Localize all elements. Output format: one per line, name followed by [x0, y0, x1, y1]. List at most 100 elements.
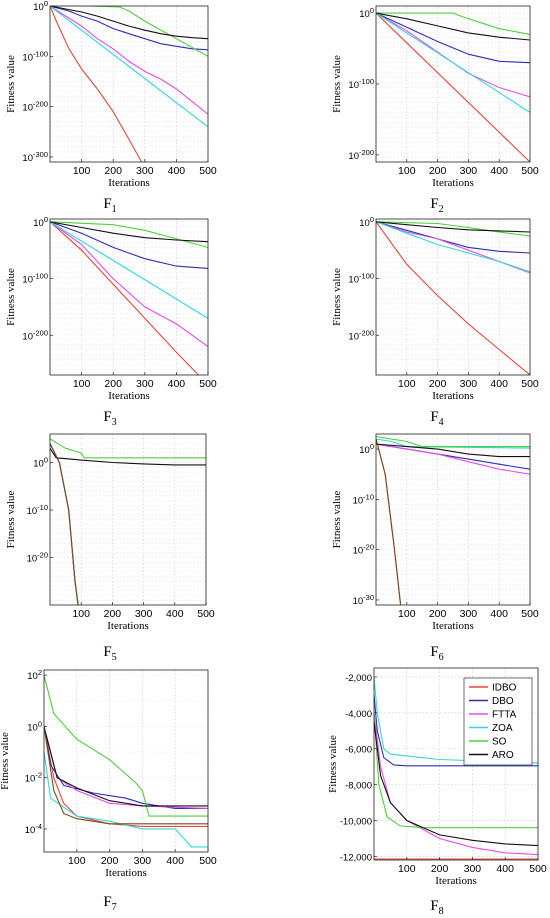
x-tick-label: 400	[490, 165, 508, 177]
axes-box	[49, 5, 209, 163]
series-line	[376, 221, 530, 237]
y-axis-label: Fitness value	[331, 268, 343, 326]
x-tick-label: 200	[429, 378, 447, 390]
y-tick-label: 100	[27, 719, 42, 733]
panel-caption: F2	[430, 196, 443, 215]
y-tick-label: -12,000	[340, 852, 372, 863]
panel-caption: F8	[430, 898, 443, 917]
x-tick-label: 100	[398, 165, 416, 177]
x-tick-label: 400	[168, 165, 186, 177]
series-line	[376, 221, 530, 233]
chart-F7: 100 200 300 400 500 102 100 10-2 10-4 Iterations F…	[0, 668, 217, 913]
x-tick-label: 300	[464, 863, 482, 875]
series-line	[50, 221, 208, 248]
series-line	[376, 12, 530, 162]
axes-box	[43, 669, 209, 853]
y-tick-label: 10-100	[22, 49, 48, 63]
legend-label: ZOA	[492, 723, 513, 734]
x-tick-label: 300	[135, 608, 153, 620]
y-tick-label: 10-2	[25, 771, 42, 785]
x-tick-label: 300	[136, 378, 154, 390]
y-tick-label: 10-200	[22, 100, 48, 114]
y-tick-label: 10-200	[348, 328, 374, 342]
x-tick-label: 400	[490, 608, 508, 620]
x-tick-label: 200	[101, 855, 119, 867]
x-tick-label: 200	[429, 608, 447, 620]
x-axis-label: Iterations	[432, 177, 474, 189]
y-tick-label: -4,000	[345, 709, 372, 720]
panel-caption: F1	[103, 196, 116, 215]
series-line-dbo	[374, 694, 538, 767]
y-axis-label: Fitness value	[5, 268, 17, 326]
chart-F5: 100 200 300 400 500 100 10-10 10-20 Iterations Fi…	[5, 433, 215, 663]
panel-caption: F6	[430, 644, 443, 663]
series-line	[376, 12, 530, 113]
y-tick-label: 10-200	[348, 148, 374, 162]
y-tick-label: 100	[33, 215, 48, 229]
x-tick-label: 400	[166, 855, 184, 867]
y-tick-label: 100	[359, 6, 374, 20]
y-tick-label: -2,000	[345, 673, 372, 684]
series-line	[376, 435, 530, 448]
x-tick-label: 400	[166, 608, 184, 620]
series-line	[376, 443, 530, 458]
axes-box	[373, 667, 539, 861]
x-axis-label: Iterations	[432, 620, 474, 632]
series-line	[50, 6, 208, 115]
panel-caption: F5	[103, 644, 116, 663]
chart-F1: 100 200 300 400 500 100 10-100 10-200 10-300 Iter…	[5, 0, 217, 215]
series-line	[376, 443, 530, 475]
chart-F8: 100 200 300 400 500 -2,000 -4,000 -6,000 -8,000 -…	[327, 667, 547, 917]
chart-F3: 100 200 300 400 500 100 10-100 10-200 Iterations…	[5, 215, 217, 428]
series-line	[50, 6, 208, 57]
y-tick-label: 10-30	[353, 593, 374, 607]
x-tick-label: 100	[398, 863, 416, 875]
x-axis-label: Iterations	[432, 390, 474, 402]
series-line	[376, 12, 530, 64]
series-line	[44, 674, 208, 817]
x-tick-label: 100	[398, 608, 416, 620]
series-line	[376, 12, 530, 35]
y-tick-label: -6,000	[345, 745, 372, 756]
series-line	[44, 751, 208, 848]
series-line	[50, 447, 206, 466]
series-line	[376, 221, 530, 375]
x-tick-label: 300	[460, 165, 478, 177]
x-axis-label: Iterations	[107, 620, 149, 632]
panel-caption: F3	[103, 409, 116, 428]
x-tick-label: 100	[398, 378, 416, 390]
chart-F6: 100 200 300 400 500 100 10-10 10-20 10-30 Iterati…	[331, 433, 539, 663]
y-axis-label: Fitness value	[327, 735, 339, 793]
y-tick-label: 100	[359, 442, 374, 456]
series-line-so	[374, 712, 538, 829]
x-axis-label: Iterations	[108, 177, 150, 189]
x-tick-label: 500	[197, 608, 215, 620]
y-tick-label: 10-20	[353, 543, 374, 557]
y-tick-label: 10-100	[348, 77, 374, 91]
y-tick-label: 10-20	[27, 551, 48, 565]
series-line	[50, 6, 208, 40]
x-tick-label: 500	[521, 378, 539, 390]
x-tick-label: 400	[490, 378, 508, 390]
series-line	[50, 221, 208, 269]
y-tick-label: 10-10	[353, 492, 374, 506]
y-tick-label: -10,000	[340, 817, 372, 828]
axes-box	[49, 218, 209, 376]
series-line-ftta	[374, 712, 538, 856]
series-line-aro	[374, 721, 538, 847]
legend-label: FTTA	[492, 710, 517, 721]
y-tick-label: -8,000	[345, 781, 372, 792]
series-line	[376, 12, 530, 41]
y-axis-label: Fitness value	[5, 55, 17, 113]
series-line	[376, 221, 530, 254]
x-axis-label: Iterations	[435, 875, 477, 887]
y-tick-label: 10-100	[22, 272, 48, 286]
x-tick-label: 200	[104, 608, 122, 620]
y-axis-label: Fitness value	[331, 55, 343, 113]
legend-label: ARO	[492, 750, 514, 761]
x-tick-label: 200	[104, 378, 122, 390]
x-tick-label: 200	[104, 165, 122, 177]
x-tick-label: 300	[460, 608, 478, 620]
series-line	[44, 726, 208, 825]
